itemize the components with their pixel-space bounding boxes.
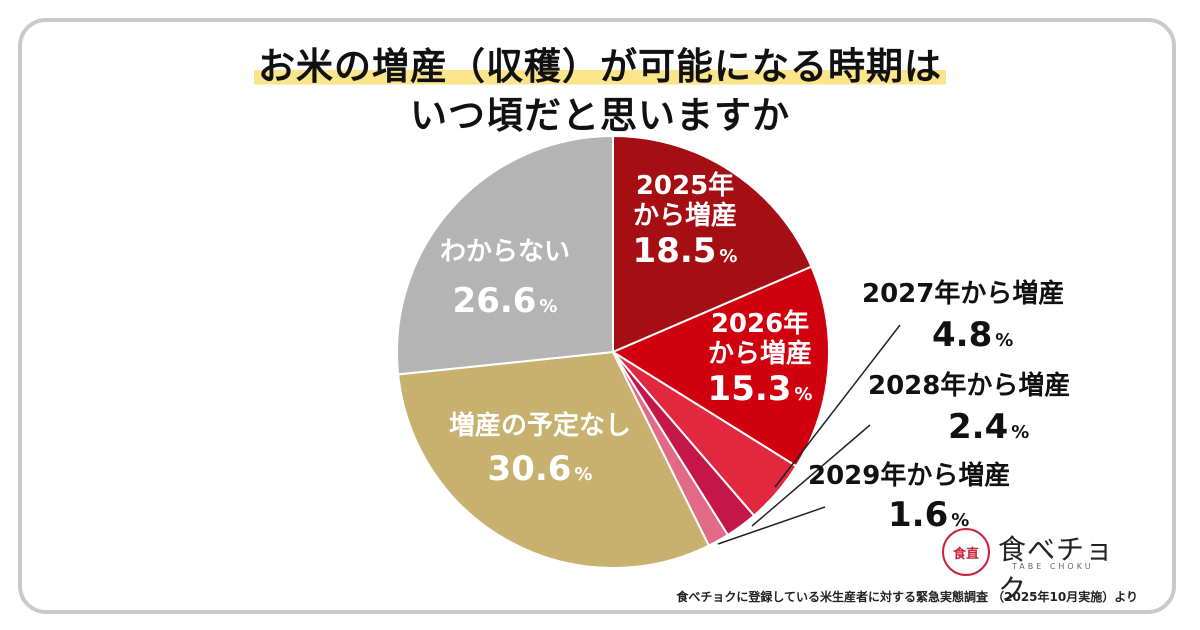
pie-slice-5 [397, 350, 711, 569]
chart-title-line1: お米の増産（収穫）が可能になる時期は [0, 36, 1200, 90]
chart-title-line2: いつ頃だと思いますか [410, 94, 790, 137]
label-2026-value-row: 15.3% [680, 368, 840, 409]
slice-label-2025: 2025年 から増産 18.5% [600, 171, 770, 271]
label-2026-value: 15.3 [707, 368, 792, 409]
label-2027-text: 2027年から増産 [862, 279, 1065, 309]
label-2027-value-row: 4.8% [862, 314, 1102, 355]
leader-line-2027 [774, 324, 901, 488]
label-2025-value: 18.5 [632, 230, 717, 271]
label-unknown-value-row: 26.6% [420, 280, 590, 321]
pie-slices [396, 134, 830, 569]
label-2025-text: から増産 [632, 200, 737, 231]
label-2028-value: 2.4 [948, 406, 1009, 447]
label-unknown-text: わからない [439, 237, 570, 267]
label-2029-pct: % [951, 509, 970, 531]
slice-label-2026: 2026年 から増産 15.3% [680, 309, 840, 409]
slice-label-unknown: わからない 26.6% [420, 237, 590, 321]
label-none-text: 増産の予定なし [448, 411, 631, 441]
brand-logo: 食直 食べチョク TABE CHOKU [942, 528, 1142, 606]
slice-label-2029: 2029年から増産 1.6% [808, 461, 1048, 535]
label-2029-value-row: 1.6% [808, 494, 1048, 535]
pie-slice-0 [612, 134, 813, 354]
label-none-value-row: 30.6% [425, 448, 655, 489]
title-highlight: お米の増産（収穫）が可能になる時期は [254, 45, 946, 88]
source-note: 食べチョクに登録している米生産者に対する緊急実態調査 （2025年10月実施）よ… [676, 590, 1138, 604]
leader-line-2028 [751, 424, 871, 527]
label-unknown-pct: % [539, 295, 558, 317]
label-none-value: 30.6 [487, 448, 572, 489]
label-2027-value: 4.8 [932, 314, 993, 355]
label-2026-text: から増産 [707, 338, 812, 369]
slice-label-none: 増産の予定なし 30.6% [425, 411, 655, 489]
label-2026-pct: % [794, 383, 813, 405]
slice-label-2027: 2027年から増産 4.8% [862, 279, 1102, 355]
label-none-pct: % [574, 463, 593, 485]
label-2025-year: 2025年 [635, 171, 735, 201]
pie-slice-6 [396, 134, 614, 376]
label-2025-value-row: 18.5% [600, 230, 770, 271]
label-2028-pct: % [1011, 421, 1030, 443]
label-2028-value-row: 2.4% [868, 406, 1108, 447]
leader-lines [717, 324, 901, 545]
slice-label-2028: 2028年から増産 2.4% [868, 371, 1108, 447]
logo-subtitle: TABE CHOKU [1012, 562, 1094, 571]
label-unknown-value: 26.6 [452, 280, 537, 321]
pie-slice-1 [610, 265, 830, 468]
leader-line-2029 [717, 506, 826, 545]
logo-name: 食べチョク [998, 533, 1115, 606]
label-2026-year: 2026年 [710, 309, 810, 339]
label-2029-value: 1.6 [888, 494, 949, 535]
label-2025-pct: % [719, 245, 738, 267]
label-2028-text: 2028年から増産 [868, 371, 1071, 401]
logo-mark-icon: 食直 [942, 528, 990, 576]
label-2029-text: 2029年から増産 [808, 461, 1011, 491]
label-2027-pct: % [995, 329, 1014, 351]
